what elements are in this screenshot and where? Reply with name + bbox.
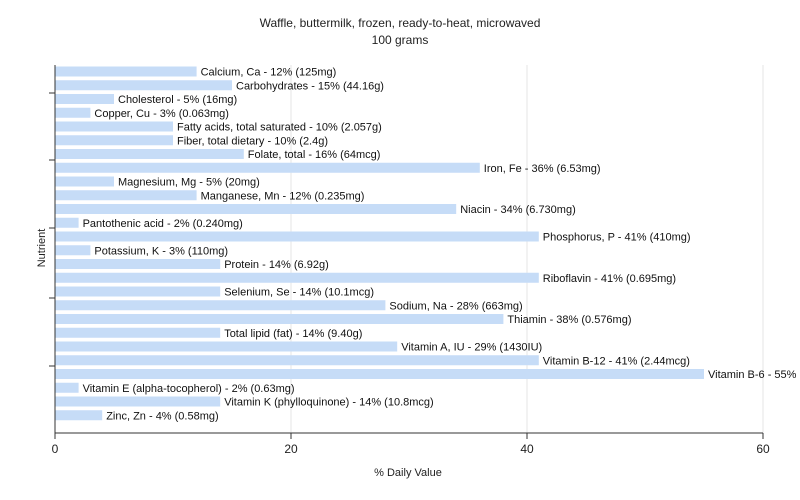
axis-layer: 0 20 40 60 xyxy=(49,65,770,456)
bar xyxy=(55,369,704,379)
bar-label: Potassium, K - 3% (110mg) xyxy=(94,245,228,257)
bar-label: Folate, total - 16% (64mcg) xyxy=(248,149,381,161)
bar-label: Total lipid (fat) - 14% (9.40g) xyxy=(224,328,362,340)
bar-label: Pantothenic acid - 2% (0.240mg) xyxy=(83,218,243,230)
bar xyxy=(55,162,480,173)
bar xyxy=(55,410,103,421)
bar xyxy=(55,107,91,118)
bar-label: Iron, Fe - 36% (6.53mg) xyxy=(484,163,601,175)
bar xyxy=(55,66,197,77)
bar xyxy=(55,286,221,297)
x-axis-label: % Daily Value xyxy=(374,467,442,479)
bar-label: Copper, Cu - 3% (0.063mg) xyxy=(94,108,229,120)
bar xyxy=(55,121,173,132)
bar-layer: Calcium, Ca - 12% (125mg)Carbohydrates -… xyxy=(55,66,800,422)
bar-label: Phosphorus, P - 41% (410mg) xyxy=(543,232,691,244)
bar-label: Manganese, Mn - 12% (0.235mg) xyxy=(201,190,365,202)
bar xyxy=(55,245,91,256)
bar xyxy=(55,135,173,146)
y-axis-label: Nutrient xyxy=(36,229,48,268)
bar-label: Vitamin E (alpha-tocopherol) - 2% (0.63m… xyxy=(83,383,295,395)
bar-label: Protein - 14% (6.92g) xyxy=(224,259,329,271)
bar xyxy=(55,355,539,366)
bar-label: Carbohydrates - 15% (44.16g) xyxy=(236,80,384,92)
bar xyxy=(55,259,221,269)
bar-label: Fiber, total dietary - 10% (2.4g) xyxy=(177,135,328,147)
x-tick-label: 40 xyxy=(520,442,534,456)
bar xyxy=(55,94,114,104)
bar xyxy=(55,204,457,214)
x-tick-label: 20 xyxy=(284,442,298,456)
bar-label: Vitamin A, IU - 29% (1430IU) xyxy=(401,342,542,354)
bar xyxy=(55,80,232,91)
bar xyxy=(55,382,79,393)
bar-label: Zinc, Zn - 4% (0.58mg) xyxy=(106,410,218,422)
bar-label: Calcium, Ca - 12% (125mg) xyxy=(201,67,337,79)
bar xyxy=(55,327,221,338)
bar xyxy=(55,149,244,159)
bar-label: Cholesterol - 5% (16mg) xyxy=(118,94,237,106)
bar-label: Selenium, Se - 14% (10.1mcg) xyxy=(224,287,374,299)
chart-title: Waffle, buttermilk, frozen, ready-to-hea… xyxy=(260,16,541,30)
bar xyxy=(55,396,221,407)
bar xyxy=(55,300,386,311)
bar xyxy=(55,176,114,187)
bar-label: Vitamin B-12 - 41% (2.44mcg) xyxy=(543,355,690,367)
bar xyxy=(55,314,504,324)
bar-label: Vitamin K (phylloquinone) - 14% (10.8mcg… xyxy=(224,397,434,409)
bar xyxy=(55,217,79,228)
chart-subtitle: 100 grams xyxy=(372,33,429,47)
bar xyxy=(55,190,197,201)
bar xyxy=(55,272,539,283)
bar-label: Fatty acids, total saturated - 10% (2.05… xyxy=(177,122,382,134)
bar-label: Niacin - 34% (6.730mg) xyxy=(460,204,576,216)
x-tick-label: 0 xyxy=(52,442,59,456)
x-tick-label: 60 xyxy=(756,442,770,456)
bar-label: Thiamin - 38% (0.576mg) xyxy=(507,314,631,326)
bar-label: Sodium, Na - 28% (663mg) xyxy=(389,300,522,312)
bar xyxy=(55,231,539,242)
bar-label: Magnesium, Mg - 5% (20mg) xyxy=(118,177,260,189)
bar xyxy=(55,341,398,352)
bar-label: Vitamin B-6 - 55% (1.105mg) xyxy=(708,369,800,381)
bar-label: Riboflavin - 41% (0.695mg) xyxy=(543,273,676,285)
